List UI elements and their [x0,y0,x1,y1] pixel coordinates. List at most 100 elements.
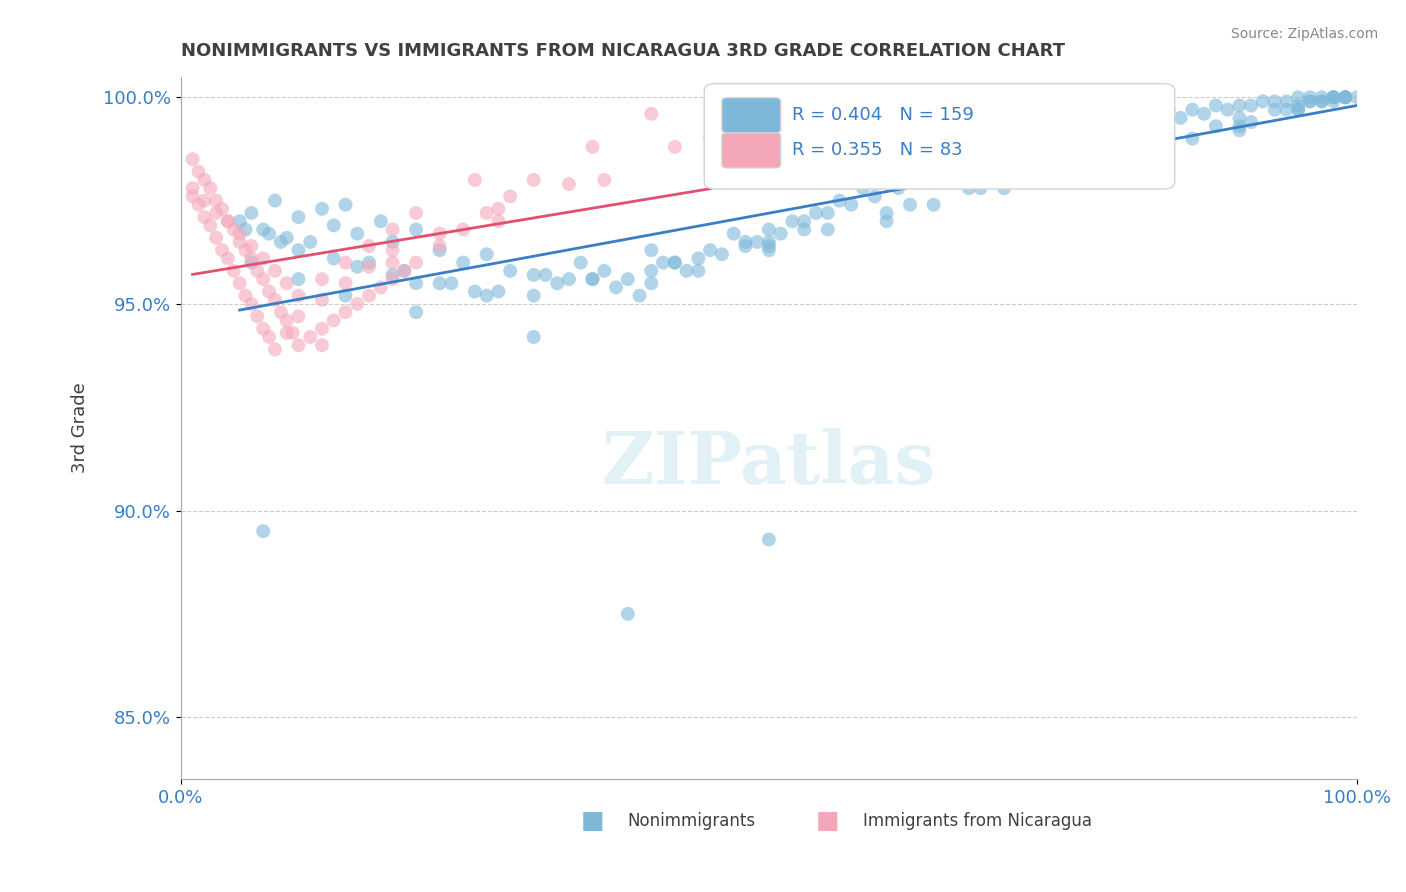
Point [1310,90,1333,104]
Point [335,197,357,211]
Point [523,288,546,302]
Point [311,321,333,335]
Point [252,524,274,539]
Point [699,243,721,257]
Point [299,330,322,344]
Point [898,197,921,211]
Point [222,264,245,278]
Point [640,243,662,257]
Point [228,277,250,291]
Point [1157,103,1180,117]
Point [429,239,451,253]
Point [1286,90,1309,104]
Point [1310,95,1333,109]
Point [1299,90,1322,104]
Text: Nonimmigrants: Nonimmigrants [628,813,756,830]
Point [981,153,1004,167]
Point [593,264,616,278]
Text: ■: ■ [581,809,605,833]
Point [1240,115,1263,129]
Point [405,206,427,220]
Point [664,255,686,269]
Text: R = 0.355   N = 83: R = 0.355 N = 83 [793,141,963,160]
Point [1286,98,1309,112]
Point [240,255,263,269]
Point [898,164,921,178]
Point [381,235,404,249]
Point [287,272,309,286]
Point [1310,95,1333,109]
Point [1275,103,1298,117]
Point [699,131,721,145]
Point [640,264,662,278]
Point [1135,107,1157,121]
Point [217,214,239,228]
Point [1076,128,1098,142]
Point [1227,98,1250,112]
Point [1087,115,1109,129]
Point [852,181,875,195]
Point [405,305,427,319]
Point [1052,131,1074,145]
Point [1275,95,1298,109]
Point [464,173,486,187]
Point [688,264,710,278]
Point [322,252,344,266]
Point [1322,95,1344,109]
Point [381,243,404,257]
Point [581,272,603,286]
Point [381,255,404,269]
Point [311,272,333,286]
Point [782,214,804,228]
Point [1286,103,1309,117]
Point [1227,119,1250,133]
Point [1205,119,1227,133]
Point [1063,119,1085,133]
Point [440,277,463,291]
Point [357,255,380,269]
Point [346,260,368,274]
Point [429,277,451,291]
Point [911,173,934,187]
Point [181,189,204,203]
Point [217,252,239,266]
Point [381,268,404,282]
Text: ■: ■ [815,809,839,833]
Point [1040,123,1063,137]
Point [228,214,250,228]
Point [252,222,274,236]
Point [205,206,228,220]
Point [1286,103,1309,117]
Point [1216,103,1239,117]
Point [187,197,209,211]
Point [252,252,274,266]
Point [534,268,557,282]
Text: Source: ZipAtlas.com: Source: ZipAtlas.com [1230,27,1378,41]
Point [1028,140,1050,154]
FancyBboxPatch shape [704,84,1174,189]
Point [1334,90,1357,104]
Point [211,202,233,216]
Point [876,206,898,220]
Point [499,189,522,203]
Point [429,243,451,257]
Point [675,264,697,278]
Point [617,272,640,286]
Point [887,181,910,195]
Point [1135,140,1157,154]
Point [270,235,292,249]
Point [405,222,427,236]
Point [257,285,280,299]
Point [335,305,357,319]
Point [734,239,756,253]
Point [758,239,780,253]
Point [758,243,780,257]
Point [839,197,862,211]
Point [299,235,322,249]
Point [257,330,280,344]
Point [228,235,250,249]
Point [640,277,662,291]
Point [193,173,215,187]
Point [1192,107,1215,121]
Point [205,231,228,245]
